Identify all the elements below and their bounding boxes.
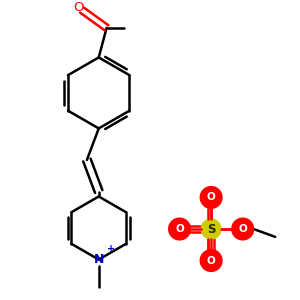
Text: O: O [207, 193, 215, 202]
Text: O: O [73, 1, 83, 13]
Circle shape [200, 250, 222, 272]
Text: N: N [94, 253, 104, 266]
Circle shape [169, 218, 190, 240]
Text: O: O [238, 224, 247, 234]
Text: O: O [175, 224, 184, 234]
Text: S: S [207, 223, 215, 236]
Text: O: O [207, 256, 215, 266]
Text: +: + [107, 244, 116, 254]
Circle shape [200, 187, 222, 208]
Circle shape [232, 218, 254, 240]
Circle shape [201, 219, 221, 239]
